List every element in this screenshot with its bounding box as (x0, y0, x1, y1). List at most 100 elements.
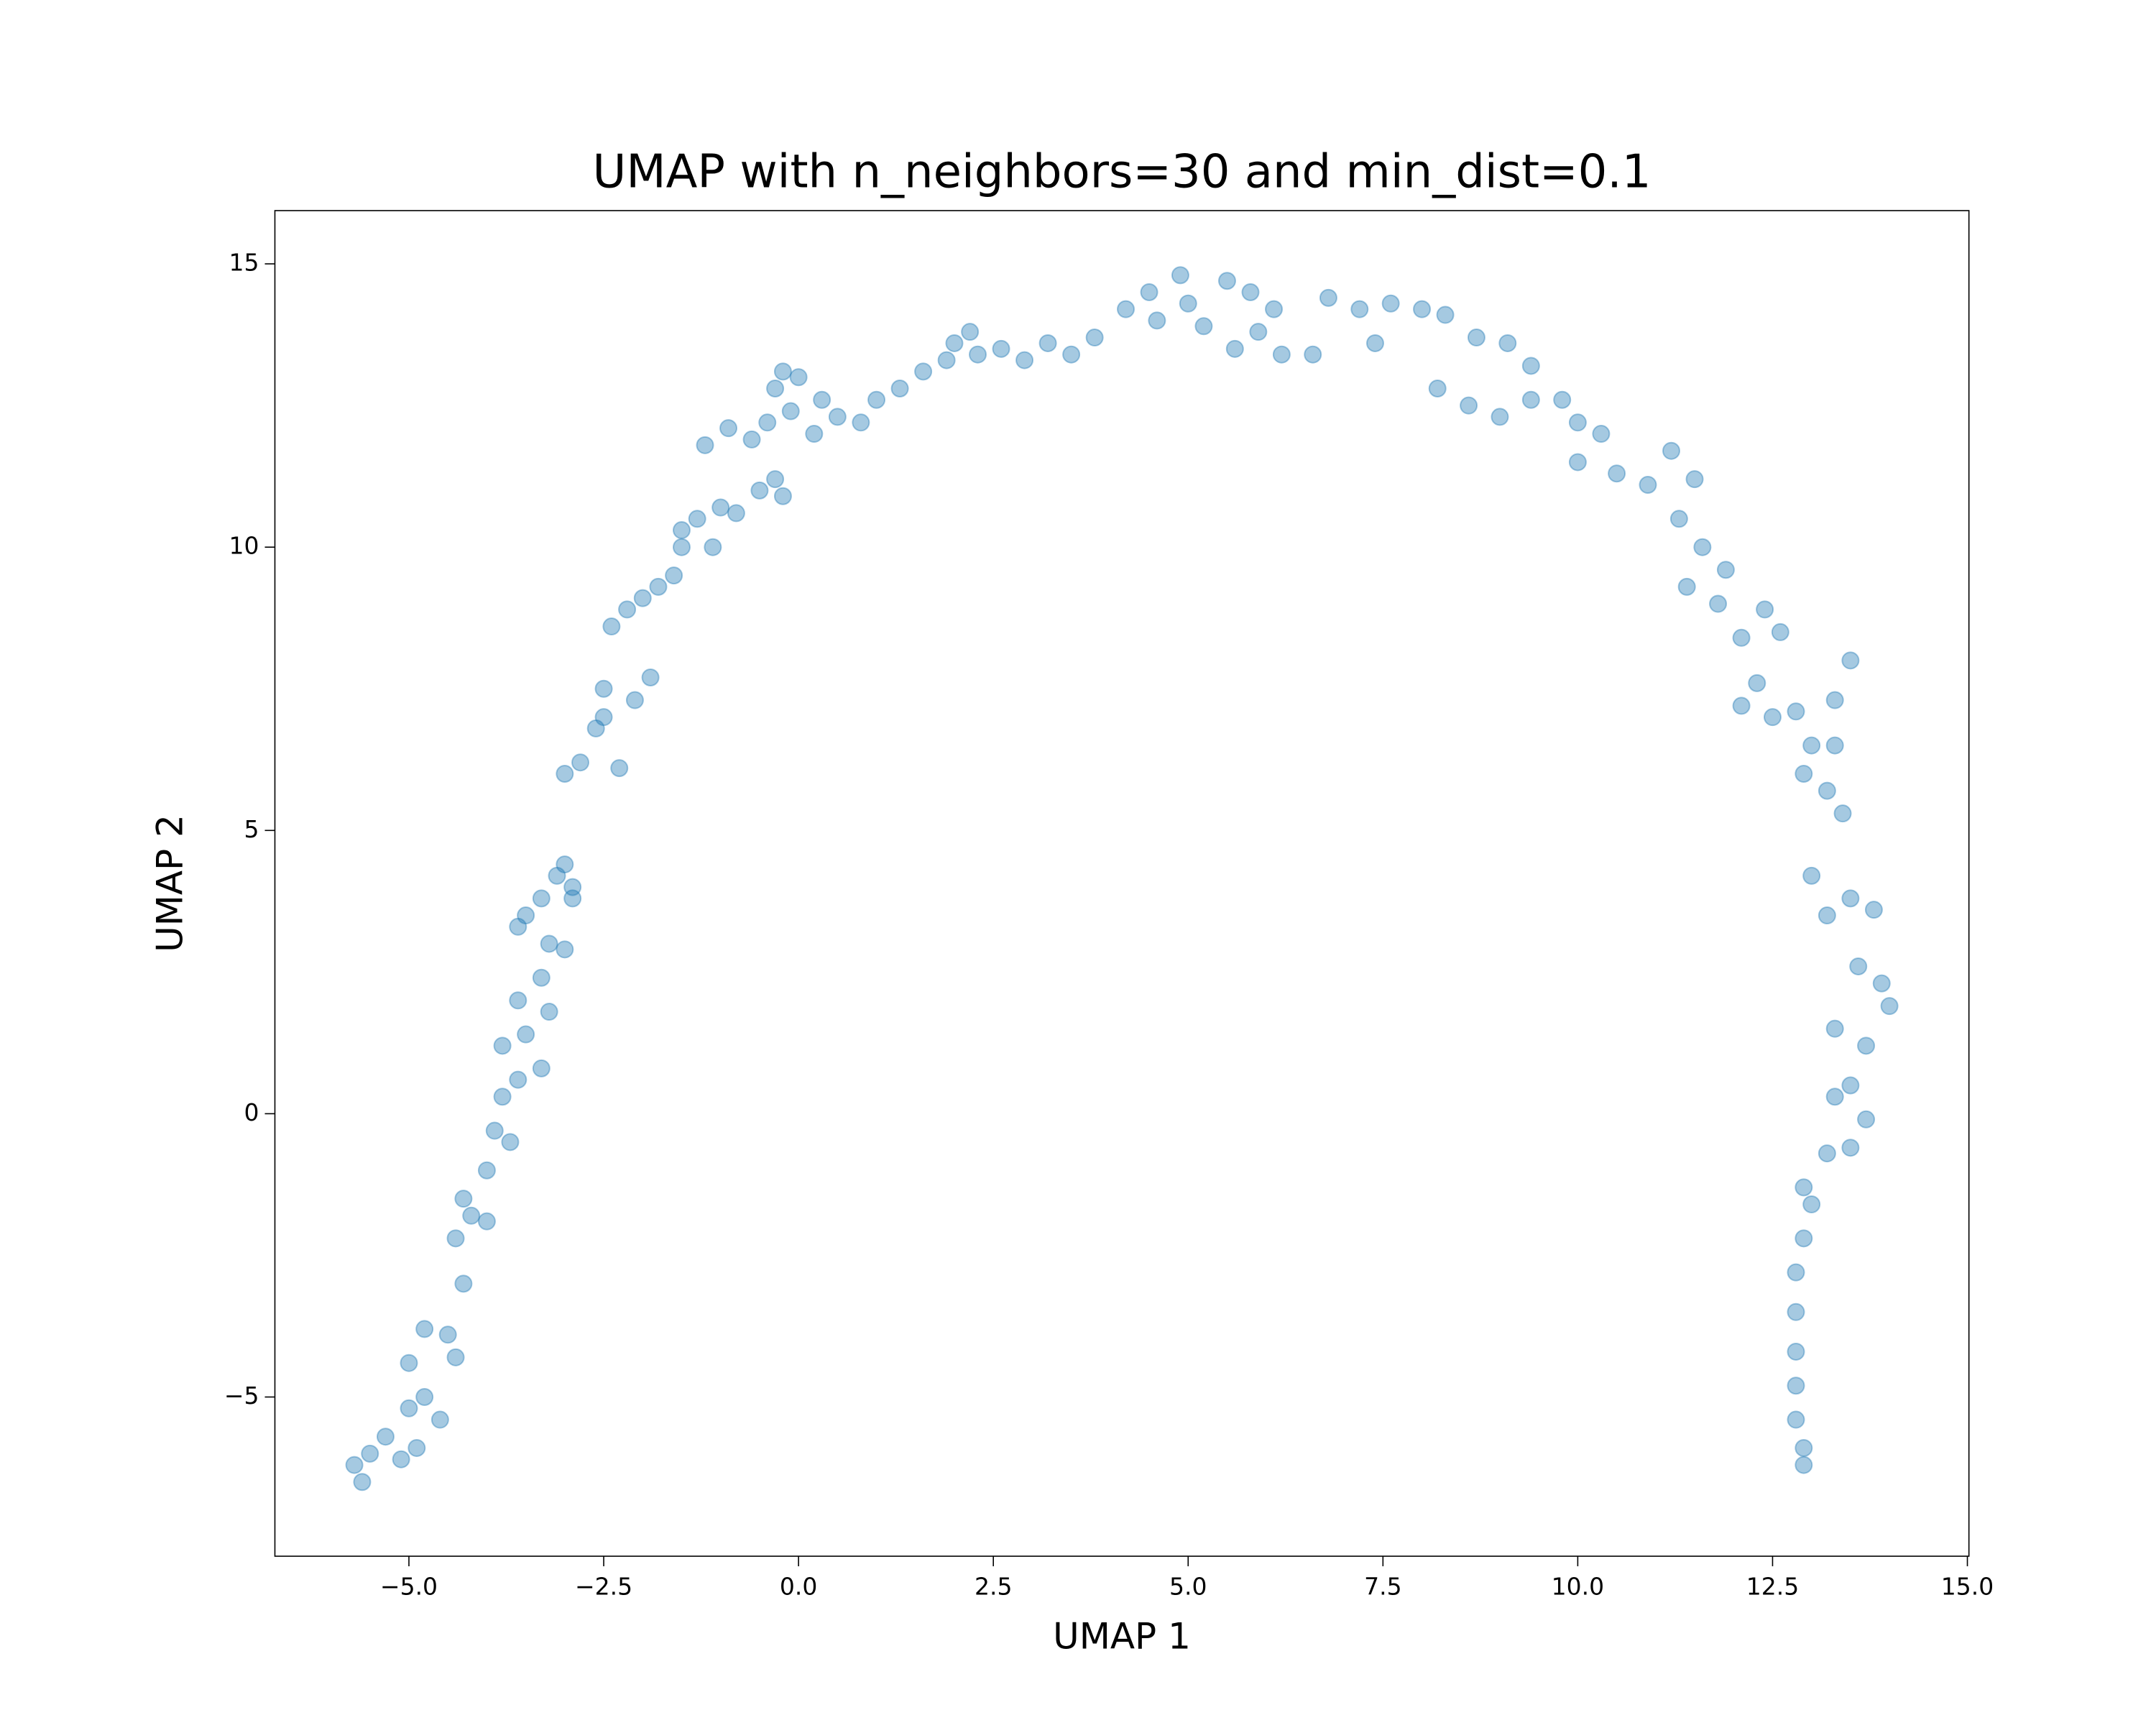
point (1217, 272, 1236, 290)
point (1677, 577, 1696, 596)
plot-frame (274, 210, 1970, 1557)
point (594, 708, 613, 727)
point (1568, 413, 1587, 432)
x-tick-label: 12.5 (1746, 1573, 1799, 1601)
point (1140, 283, 1158, 302)
point (556, 855, 574, 874)
point (1413, 300, 1432, 318)
point (446, 1348, 465, 1366)
point (1669, 510, 1688, 528)
point (1763, 708, 1782, 727)
point (937, 351, 956, 369)
point (1365, 334, 1384, 352)
point (773, 362, 792, 381)
point (1491, 408, 1509, 426)
point (1841, 651, 1860, 670)
point (1787, 1342, 1805, 1361)
point (400, 1399, 418, 1417)
point (532, 889, 550, 908)
point (1748, 674, 1766, 692)
point (1467, 328, 1485, 347)
point (711, 498, 730, 517)
point (766, 470, 785, 489)
point (1716, 561, 1735, 579)
point (1841, 1139, 1860, 1157)
point (532, 1059, 550, 1077)
point (789, 368, 808, 387)
point (1498, 334, 1517, 352)
point (1880, 997, 1899, 1016)
point (556, 940, 574, 959)
point (1225, 339, 1244, 358)
point (563, 889, 582, 908)
y-tick-label: −5 (224, 1382, 259, 1410)
point (563, 878, 582, 896)
point (509, 991, 528, 1010)
y-tick-label: 15 (229, 249, 259, 277)
point (1841, 1076, 1860, 1095)
point (1756, 600, 1774, 619)
x-tick-label: 2.5 (975, 1573, 1012, 1601)
point (462, 1206, 481, 1225)
point (1685, 470, 1704, 489)
point (1350, 300, 1369, 318)
point (477, 1161, 496, 1180)
point (1639, 475, 1657, 494)
point (1241, 283, 1260, 302)
point (1857, 1037, 1876, 1055)
point (969, 345, 987, 364)
x-tick-label: 10.0 (1552, 1573, 1604, 1601)
point (618, 600, 637, 619)
point (517, 1025, 535, 1044)
point (665, 566, 683, 585)
point (672, 521, 691, 540)
point (1833, 804, 1852, 823)
point (1553, 390, 1572, 409)
point (438, 1325, 457, 1344)
point (493, 1037, 512, 1055)
point (1732, 697, 1751, 715)
point (1872, 974, 1891, 993)
point (1795, 764, 1813, 783)
point (813, 390, 831, 409)
point (1521, 357, 1540, 375)
point (532, 968, 550, 987)
point (501, 1133, 520, 1152)
point (688, 510, 706, 528)
y-tick-label: 0 (244, 1098, 259, 1126)
point (1608, 464, 1626, 483)
point (1771, 622, 1789, 641)
point (1148, 311, 1166, 330)
point (1568, 453, 1587, 472)
point (766, 379, 785, 397)
x-tick-label: 7.5 (1364, 1573, 1401, 1601)
y-axis-label: UMAP 2 (149, 814, 191, 952)
point (890, 379, 909, 397)
point (633, 589, 652, 607)
point (1864, 901, 1883, 919)
point (407, 1438, 426, 1457)
point (353, 1473, 372, 1492)
point (1171, 266, 1189, 285)
point (1428, 379, 1447, 397)
point (602, 617, 621, 636)
point (1825, 1019, 1844, 1038)
point (750, 481, 769, 500)
point (1709, 594, 1728, 613)
x-tick-label: 15.0 (1941, 1573, 1994, 1601)
point (1085, 328, 1104, 347)
point (556, 764, 574, 783)
point (992, 339, 1010, 358)
point (540, 934, 558, 953)
point (1787, 1302, 1805, 1321)
point (1787, 702, 1805, 721)
point (1272, 345, 1291, 364)
y-tick-label: 10 (229, 532, 259, 560)
point (1592, 425, 1611, 444)
y-tick-label: 5 (244, 815, 259, 843)
point (454, 1190, 473, 1208)
point (1179, 294, 1197, 313)
point (961, 323, 980, 341)
point (1849, 957, 1868, 975)
